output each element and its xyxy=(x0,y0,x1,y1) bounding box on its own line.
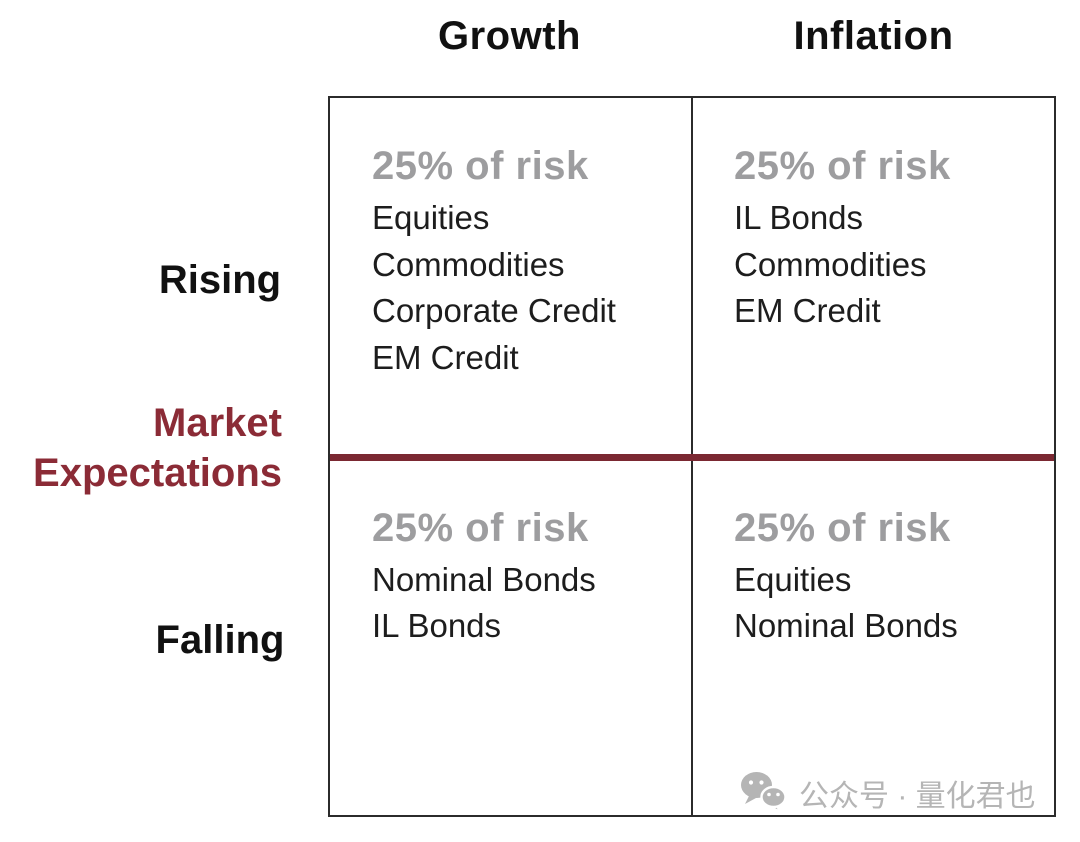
quadrant-falling-inflation: 25% of risk Equities Nominal Bonds xyxy=(692,457,1054,816)
risk-share-label: 25% of risk xyxy=(734,144,951,188)
asset-item: Equities xyxy=(372,199,490,236)
matrix-grid: 25% of risk Equities Commodities Corpora… xyxy=(328,96,1056,817)
column-header-growth: Growth xyxy=(438,14,581,58)
quadrant-rising-inflation: 25% of risk IL Bonds Commodities EM Cred… xyxy=(692,98,1054,457)
quadrant-falling-growth: 25% of risk Nominal Bonds IL Bonds xyxy=(330,457,692,816)
asset-item: IL Bonds xyxy=(734,199,864,236)
row-label-falling: Falling xyxy=(155,618,285,662)
risk-share-label: 25% of risk xyxy=(372,144,589,188)
asset-item: EM Credit xyxy=(734,292,881,329)
watermark: 公众号 · 量化君也 xyxy=(740,770,1036,816)
axis-label-line1: Market xyxy=(153,401,282,445)
axis-label-market-expectations: Market Expectations xyxy=(0,398,282,498)
risk-share-label: 25% of risk xyxy=(372,505,589,550)
column-header-inflation: Inflation xyxy=(793,14,954,58)
asset-item: EM Credit xyxy=(372,338,519,376)
asset-item: Equities xyxy=(734,560,852,598)
risk-share-label: 25% of risk xyxy=(734,505,951,550)
asset-item: Nominal Bonds xyxy=(734,607,958,644)
asset-item: IL Bonds xyxy=(372,607,502,644)
quadrant-rising-growth: 25% of risk Equities Commodities Corpora… xyxy=(330,98,692,457)
row-label-rising: Rising xyxy=(158,258,282,302)
wechat-icon xyxy=(741,772,787,815)
asset-item: Corporate Credit xyxy=(372,292,616,329)
asset-item: Commodities xyxy=(734,245,927,283)
market-expectations-divider-line xyxy=(330,454,1054,461)
watermark-text: 公众号 · 量化君也 xyxy=(799,780,1036,813)
asset-item: Nominal Bonds xyxy=(372,560,596,598)
axis-label-line2: Expectations xyxy=(33,451,282,495)
asset-item: Commodities xyxy=(372,245,565,283)
